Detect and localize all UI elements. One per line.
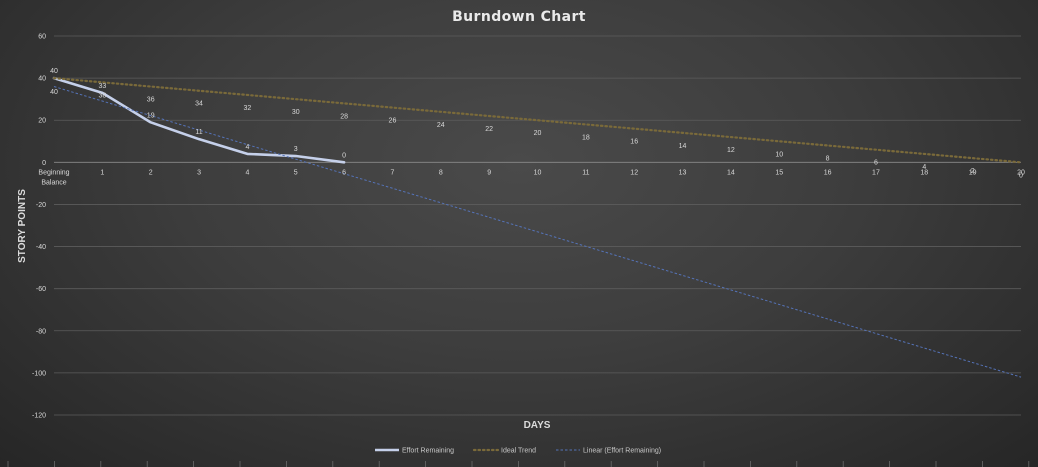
ideal-data-label: 34 xyxy=(195,101,203,108)
ideal-data-label: 0 xyxy=(1019,172,1023,179)
series-layer xyxy=(52,76,1023,378)
ideal-data-label: 12 xyxy=(727,147,735,154)
x-tick-label: 15 xyxy=(775,169,783,176)
ideal-data-label: 40 xyxy=(50,89,58,96)
ideal-data-label: 24 xyxy=(437,122,445,129)
effort-data-label: 40 xyxy=(50,68,58,75)
x-tick-label: 14 xyxy=(727,169,735,176)
x-tick-label: 13 xyxy=(679,169,687,176)
y-tick-label: -100 xyxy=(32,370,46,377)
ideal-data-label: 22 xyxy=(485,126,493,133)
ideal-data-label: 36 xyxy=(147,97,155,104)
legend-label: Ideal Trend xyxy=(501,448,536,455)
x-tick-label: 11 xyxy=(582,169,589,176)
ideal-data-label: 6 xyxy=(874,160,878,167)
ideal-data-label: 26 xyxy=(389,118,397,125)
x-tick-label: 6 xyxy=(342,169,346,176)
y-tick-label: 60 xyxy=(38,34,46,41)
effort-data-label: 11 xyxy=(195,129,202,136)
x-tick-label: 18 xyxy=(920,169,928,176)
effort-data-label: 19 xyxy=(147,112,155,119)
x-tick-label: 5 xyxy=(294,169,298,176)
x-tick-label: Beginning Balance xyxy=(38,169,69,186)
ideal-data-label: 14 xyxy=(679,143,687,150)
x-tick-label: 7 xyxy=(390,169,394,176)
x-tick-label: 19 xyxy=(969,169,977,176)
x-tick-label: 8 xyxy=(439,169,443,176)
effort-data-label: 33 xyxy=(98,83,106,90)
ideal-data-label: 2 xyxy=(971,168,975,175)
ideal-data-label: 32 xyxy=(244,105,252,112)
x-axis-title: DAYS xyxy=(524,420,551,431)
y-tick-label: -80 xyxy=(36,328,46,335)
y-axis-title: STORY POINTS xyxy=(17,189,28,263)
y-tick-label: -60 xyxy=(36,286,46,293)
x-tick-label: 10 xyxy=(534,169,542,176)
ideal-data-label: 4 xyxy=(922,164,926,171)
ideal-data-label: 30 xyxy=(292,109,300,116)
effort-data-label: 3 xyxy=(294,146,298,153)
legend-label: Effort Remaining xyxy=(402,448,454,455)
ideal-trend-line xyxy=(52,77,1023,164)
x-tick-label: 16 xyxy=(824,169,832,176)
ideal-data-label: 28 xyxy=(340,113,348,120)
x-tick-label: 9 xyxy=(487,169,491,176)
x-tick-label: 17 xyxy=(872,169,880,176)
effort-data-label: 4 xyxy=(245,144,249,151)
y-tick-label: 20 xyxy=(38,118,46,125)
x-tick-label: 12 xyxy=(630,169,638,176)
y-tick-label: 40 xyxy=(38,76,46,83)
ideal-data-label: 38 xyxy=(98,92,106,99)
y-tick-label: -20 xyxy=(36,202,46,209)
ideal-data-label: 8 xyxy=(826,155,830,162)
x-tick-label: 1 xyxy=(100,169,104,176)
ideal-data-label: 20 xyxy=(534,130,542,137)
gridlines xyxy=(54,35,1021,416)
bottom-ticks xyxy=(7,461,1030,467)
effort-remaining-line xyxy=(52,76,346,164)
chart-title: Burndown Chart xyxy=(452,9,586,25)
y-tick-label: 0 xyxy=(42,160,46,167)
y-tick-labels: 60 40 20 0 -20 -40 -60 -80 -100 -120 xyxy=(32,34,46,420)
ideal-data-label: 18 xyxy=(582,134,590,141)
legend-label: Linear (Effort Remaining) xyxy=(583,448,661,455)
y-tick-label: -120 xyxy=(32,413,46,420)
effort-data-label: 0 xyxy=(342,152,346,159)
ideal-data-label: 16 xyxy=(630,139,638,146)
legend: Effort Remaining Ideal Trend Linear (Effor… xyxy=(375,448,661,455)
x-tick-label: 2 xyxy=(149,169,153,176)
y-tick-label: -40 xyxy=(36,244,46,251)
ideal-data-label: 10 xyxy=(775,151,783,158)
linear-effort-remaining-line xyxy=(53,86,1022,378)
x-tick-label: 4 xyxy=(245,169,249,176)
x-tick-label: 3 xyxy=(197,169,201,176)
x-tick-label: 20 xyxy=(1017,169,1025,176)
